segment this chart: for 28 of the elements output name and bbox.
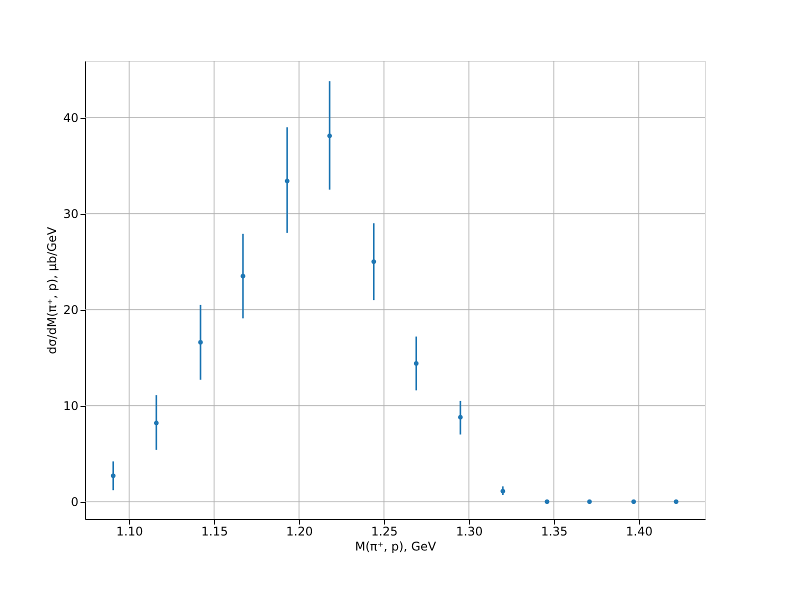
x-tick-label: 1.15 (201, 524, 228, 538)
x-tick-label: 1.25 (371, 524, 398, 538)
y-tick-label: 0 (70, 495, 78, 510)
x-tick-label: 1.10 (116, 524, 144, 538)
point (587, 499, 592, 504)
point (371, 259, 376, 264)
point (458, 414, 463, 420)
x-tick-label: 1.30 (456, 524, 483, 538)
point (110, 473, 116, 478)
x-tick-label: 1.20 (286, 524, 313, 538)
y-tick-label: 20 (63, 303, 78, 318)
point (674, 499, 678, 504)
point (631, 499, 636, 504)
point (240, 274, 246, 278)
y-tick-label: 30 (63, 207, 78, 222)
point (544, 499, 550, 504)
x-tick-label: 1.35 (540, 524, 568, 538)
y-tick-label: 40 (63, 111, 78, 126)
x-tick-label: 1.40 (626, 524, 653, 538)
point (198, 340, 203, 345)
point (500, 488, 506, 494)
y-tick-label: 10 (63, 399, 78, 414)
point (154, 420, 159, 426)
y-axis-title: dσ/dM(π⁺, p), μb/GeV (45, 226, 60, 354)
point (327, 134, 332, 138)
point (414, 361, 419, 366)
point (284, 178, 290, 184)
x-axis-title: M(π⁺, p), GeV (354, 540, 437, 554)
